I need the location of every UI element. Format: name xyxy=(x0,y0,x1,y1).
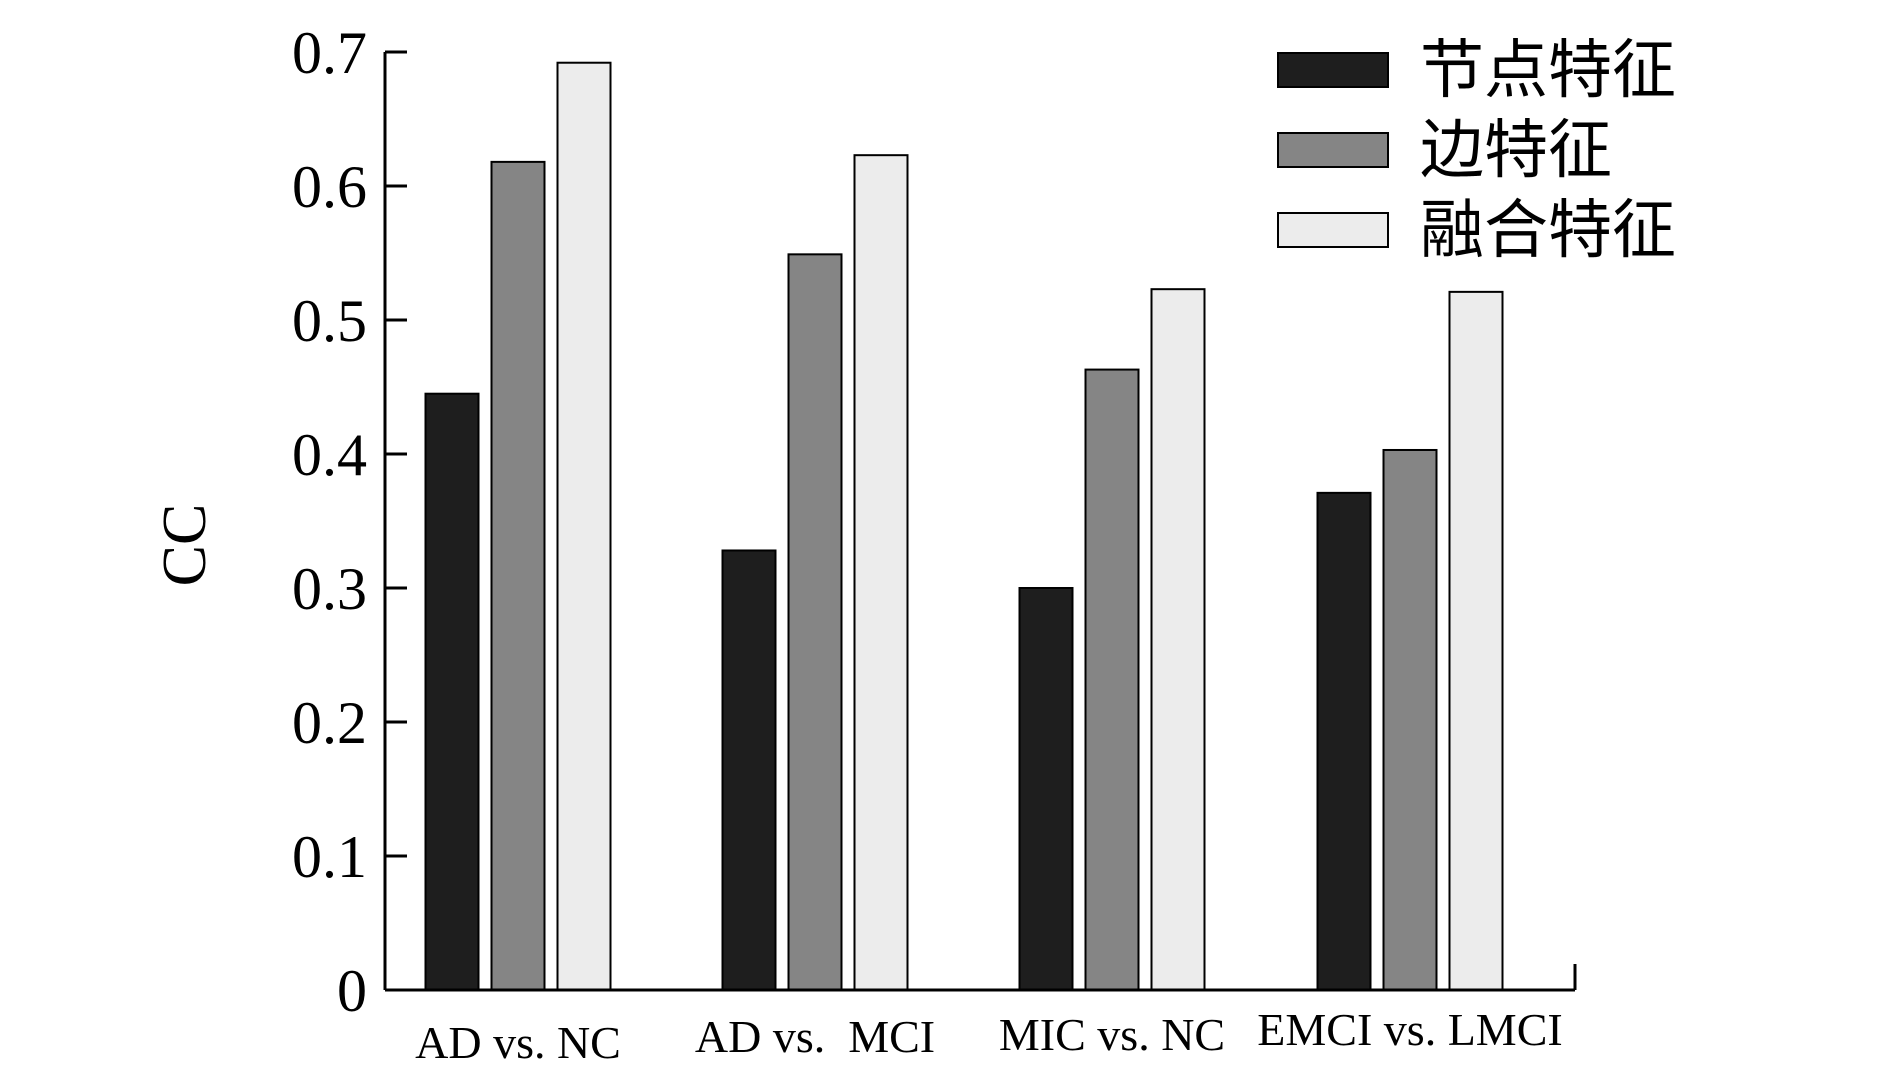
legend-label: 融合特征 xyxy=(1420,194,1676,268)
bar-4-series-1 xyxy=(1316,491,1372,991)
x-category-label: MIC vs. NC xyxy=(999,1009,1225,1060)
bar-4-series-2 xyxy=(1382,448,1438,992)
y-tick-label: 0.5 xyxy=(292,288,367,354)
legend-label: 节点特征 xyxy=(1420,34,1676,108)
bar-2-series-3 xyxy=(853,154,909,991)
x-category-label: EMCI vs. LMCI xyxy=(1257,1004,1562,1055)
legend-swatch xyxy=(1277,52,1389,88)
legend-label: 边特征 xyxy=(1420,114,1612,188)
y-tick-label: 0.4 xyxy=(292,422,367,488)
y-tick-label: 0.6 xyxy=(292,154,367,220)
bar-1-series-1 xyxy=(424,392,480,991)
y-tick-label: 0.2 xyxy=(292,690,367,756)
y-ticks: 0 0.1 0.2 0.3 0.4 0.5 0.6 0.7 xyxy=(292,20,407,1024)
bar-2-series-2 xyxy=(787,253,843,991)
bar-1-series-2 xyxy=(490,160,546,991)
y-tick-label: 0.1 xyxy=(292,824,367,890)
bars-layer xyxy=(424,61,1504,992)
bar-4-series-3 xyxy=(1448,290,1504,991)
x-category-labels: AD vs. NC AD vs. MCI MIC vs. NC EMCI vs. LM… xyxy=(415,1004,1563,1068)
bar-1-series-3 xyxy=(556,61,612,992)
legend-swatch xyxy=(1277,132,1389,168)
bar-3-series-2 xyxy=(1084,368,1140,991)
y-tick-label: 0 xyxy=(337,958,367,1024)
x-category-label: AD vs. MCI xyxy=(695,1011,935,1062)
bar-2-series-1 xyxy=(721,549,777,991)
y-axis-title: CC xyxy=(151,504,219,587)
y-tick-label: 0.3 xyxy=(292,556,367,622)
legend-swatch xyxy=(1277,212,1389,248)
bar-3-series-3 xyxy=(1150,288,1206,991)
bar-3-series-1 xyxy=(1018,587,1074,991)
x-category-label: AD vs. NC xyxy=(415,1017,621,1068)
y-tick-label: 0.7 xyxy=(292,20,367,86)
axes-layer xyxy=(383,52,1577,992)
